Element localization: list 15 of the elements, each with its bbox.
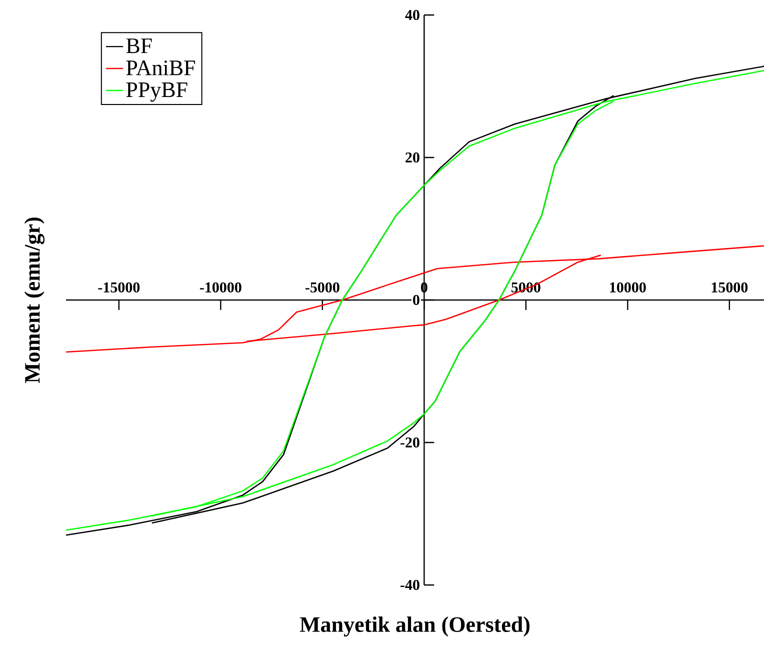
x-axis-title: Manyetik alan (Oersted) <box>300 616 530 637</box>
legend-label: PPyBF <box>126 82 188 102</box>
y-tick-label: 20 <box>406 152 420 163</box>
legend-label: BF <box>126 38 152 54</box>
y-axis-title: Moment (emu/gr) <box>24 218 44 383</box>
x-tick-label: -15000 <box>98 282 140 292</box>
y-tick-label: 40 <box>405 10 420 20</box>
x-tick-label: 15000 <box>712 282 748 292</box>
legend-label: PAniBF <box>126 60 196 76</box>
y-tick-label: -40 <box>400 580 420 590</box>
y-tick-label: 0 <box>413 294 420 306</box>
x-tick-label: -10000 <box>200 282 242 292</box>
x-tick-label: 10000 <box>610 282 646 292</box>
y-tick-label: -20 <box>400 437 420 448</box>
x-tick-label: -5000 <box>305 282 340 292</box>
